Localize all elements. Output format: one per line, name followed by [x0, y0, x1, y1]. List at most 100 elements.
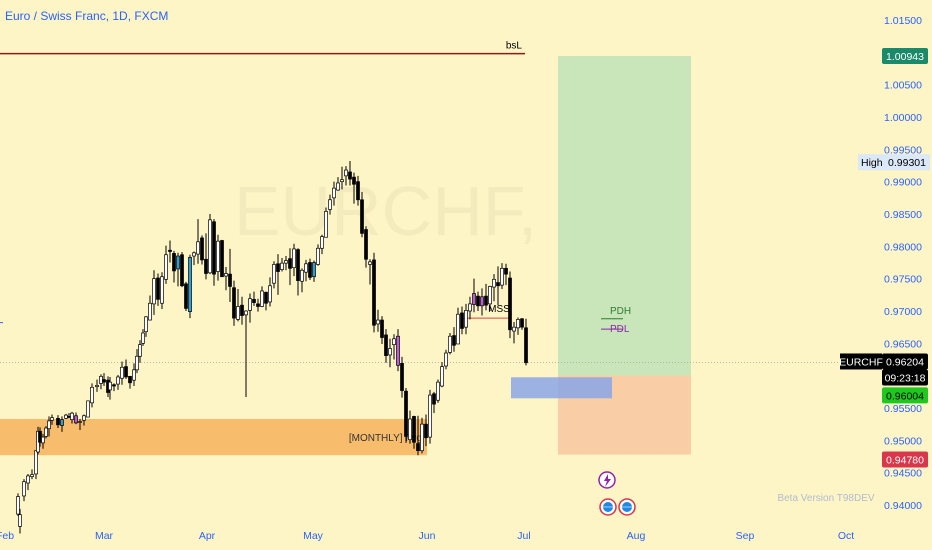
- candle-body: [444, 352, 448, 367]
- symbol-label: EURCHF: [839, 356, 883, 368]
- candle: [192, 251, 196, 266]
- candle-body: [520, 318, 524, 328]
- candle-body: [108, 381, 112, 391]
- candle: [460, 306, 464, 335]
- candle: [216, 234, 220, 281]
- candle: [304, 259, 308, 282]
- candle-body: [340, 179, 344, 183]
- candle: [232, 280, 236, 326]
- candle: [172, 250, 176, 283]
- candle: [444, 349, 448, 370]
- candle-body: [496, 282, 500, 287]
- candle-body: [18, 514, 22, 527]
- candle: [496, 266, 500, 306]
- candle-body: [436, 381, 440, 401]
- candle: [30, 469, 34, 480]
- candle: [138, 340, 142, 363]
- candle-body: [348, 171, 352, 180]
- x-tick-label: Jul: [517, 530, 530, 542]
- candle: [102, 373, 106, 387]
- target-price-tag: 1.00943: [882, 48, 928, 65]
- candle-body: [141, 332, 145, 344]
- lightning-icon: [598, 471, 616, 489]
- candle-body: [228, 273, 232, 287]
- symbol-tag: EURCHF: [839, 353, 883, 370]
- candle: [95, 379, 99, 392]
- candle: [440, 362, 444, 388]
- candle: [41, 433, 45, 449]
- candle-body: [256, 303, 260, 307]
- candle-body: [300, 269, 304, 282]
- candle: [160, 272, 164, 310]
- candle-body: [484, 295, 488, 306]
- candle: [47, 416, 51, 437]
- candle-body: [200, 237, 204, 261]
- candle-body: [512, 326, 516, 332]
- candle-body: [480, 296, 484, 307]
- candle-body: [180, 254, 184, 287]
- candle: [504, 263, 508, 286]
- candle-body: [220, 240, 224, 278]
- candle-body: [116, 376, 120, 385]
- candle: [512, 321, 516, 344]
- candle-body: [16, 496, 20, 515]
- candle: [452, 327, 456, 352]
- candle: [116, 375, 120, 390]
- candle: [212, 219, 216, 286]
- y-tick-label: 0.96500: [884, 338, 922, 350]
- x-tick-label: Jun: [419, 530, 436, 542]
- candle: [50, 414, 54, 425]
- candle-body: [216, 240, 220, 272]
- candle: [480, 288, 484, 316]
- candle-body: [208, 219, 212, 274]
- candle: [292, 243, 296, 277]
- candle-body: [360, 199, 364, 234]
- candle-body: [448, 335, 452, 353]
- candle-body: [144, 316, 148, 333]
- candle-body: [34, 450, 38, 475]
- candle: [316, 244, 320, 266]
- candle-body: [316, 247, 320, 265]
- x-tick-label: Apr: [199, 530, 216, 542]
- candle-body: [260, 290, 264, 307]
- candle-body: [492, 278, 496, 288]
- candle: [520, 318, 524, 330]
- candle: [424, 414, 428, 447]
- candle: [34, 450, 38, 480]
- candle-body: [504, 267, 508, 275]
- candle: [464, 303, 468, 335]
- candle-body: [56, 417, 60, 426]
- candle-body: [60, 419, 64, 426]
- footer-label: Beta Version T98DEV: [777, 493, 874, 504]
- candle: [90, 383, 94, 408]
- candle: [120, 361, 124, 385]
- globe-icon: [599, 498, 617, 516]
- entry-price-tag-bg: [882, 387, 928, 404]
- candle: [404, 387, 408, 443]
- candle-body: [452, 335, 456, 346]
- candle-body: [400, 363, 404, 391]
- candle: [200, 235, 204, 265]
- candle: [184, 281, 188, 311]
- candle-body: [82, 415, 86, 421]
- target-zone: [558, 56, 691, 376]
- candle: [428, 389, 432, 444]
- candle-body: [47, 420, 51, 430]
- candle: [308, 258, 312, 280]
- candle: [364, 226, 368, 268]
- candle: [420, 417, 424, 454]
- candle: [412, 415, 416, 449]
- candle: [516, 317, 520, 335]
- candle-body: [392, 338, 396, 345]
- y-tick-label: 0.98000: [884, 241, 922, 253]
- y-tick-label: 0.97000: [884, 306, 922, 318]
- countdown-tag-text: 09:23:18: [885, 372, 926, 384]
- candle-body: [324, 211, 328, 238]
- high-tag-bg: [858, 154, 930, 171]
- y-tick-label: 0.94000: [884, 500, 922, 512]
- candle: [74, 412, 78, 425]
- chart-title: Euro / Swiss Franc, 1D, FXCM: [5, 9, 168, 23]
- candle-body: [78, 421, 82, 423]
